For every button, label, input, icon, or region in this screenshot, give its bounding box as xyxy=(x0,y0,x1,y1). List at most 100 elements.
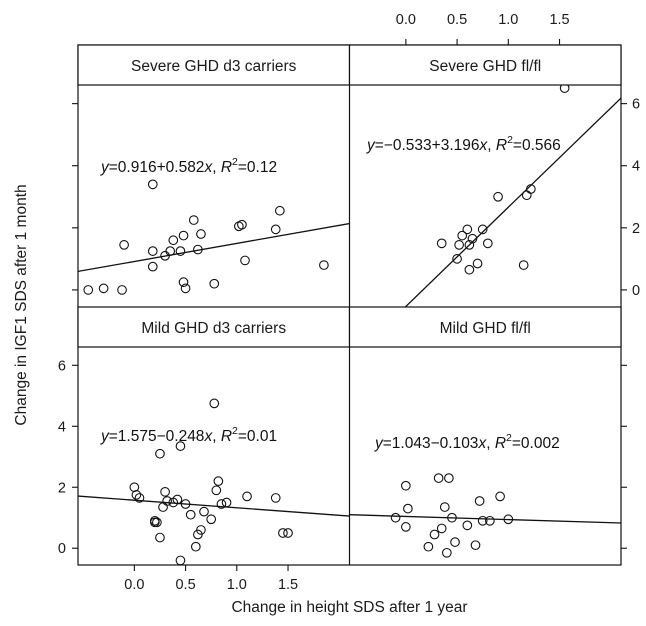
y-tick-label-right: 0 xyxy=(632,283,640,299)
x-tick-label-bottom: 1.0 xyxy=(227,577,247,593)
panel-marks-top-left xyxy=(78,179,350,295)
data-point xyxy=(464,264,475,275)
strip-label-mild-flfl: Mild GHD fl/fl xyxy=(440,320,531,337)
x-tick-label-bottom: 0.5 xyxy=(175,577,195,593)
data-point xyxy=(493,191,503,202)
data-point xyxy=(211,485,222,496)
data-point xyxy=(209,398,220,409)
data-point xyxy=(423,541,434,552)
strip-label-mild-d3: Mild GHD d3 carriers xyxy=(141,320,286,337)
data-point xyxy=(175,555,186,565)
x-tick-label-top: 1.0 xyxy=(498,12,518,28)
x-tick-label-top: 0.0 xyxy=(396,12,416,28)
data-point xyxy=(482,238,493,249)
data-point xyxy=(436,523,447,534)
data-point xyxy=(158,502,168,512)
data-point xyxy=(270,224,281,235)
data-point xyxy=(155,532,165,543)
data-point xyxy=(134,493,145,503)
data-point xyxy=(452,254,462,264)
equation-mild-d3: y=1.575−0.248x, R2=0.01 xyxy=(100,425,277,445)
data-point xyxy=(131,490,142,500)
data-point xyxy=(175,441,186,451)
data-point xyxy=(175,246,186,256)
data-point xyxy=(477,224,488,235)
data-point xyxy=(221,497,232,508)
panel-marks-bottom-right xyxy=(349,473,621,558)
strip-label-severe-flfl: Severe GHD fl/fl xyxy=(429,58,541,75)
data-point xyxy=(178,277,189,288)
data-point xyxy=(447,512,457,523)
regression-line xyxy=(404,97,621,307)
data-point xyxy=(83,285,94,295)
data-point xyxy=(188,215,199,225)
data-point xyxy=(477,515,488,526)
data-point xyxy=(196,525,206,535)
data-point xyxy=(172,494,183,505)
data-point xyxy=(240,255,250,266)
data-point xyxy=(270,493,281,503)
x-axis-title: Change in height SDS after 1 year xyxy=(231,599,467,616)
data-point xyxy=(436,238,447,249)
data-point xyxy=(390,512,401,523)
data-point xyxy=(160,486,170,497)
data-point xyxy=(180,283,191,294)
data-point xyxy=(472,258,483,269)
data-point xyxy=(319,260,329,270)
data-point xyxy=(178,230,189,241)
y-tick-label-left: 2 xyxy=(58,480,66,496)
data-point xyxy=(474,496,485,506)
y-axis-title: Change in IGF1 SDS after 1 month xyxy=(13,184,30,425)
data-point xyxy=(454,240,464,250)
panel-marks-top-right xyxy=(404,85,621,307)
data-point xyxy=(147,246,158,256)
panel-marks-bottom-left xyxy=(78,398,350,565)
data-point xyxy=(213,476,224,487)
data-point xyxy=(400,480,411,491)
data-point xyxy=(165,246,176,256)
y-tick-label-right: 4 xyxy=(632,159,640,175)
data-point xyxy=(117,285,127,295)
equation-mild-flfl: y=1.043−0.103x, R2=0.002 xyxy=(374,432,560,452)
data-point xyxy=(433,473,444,483)
strip-bottom-right xyxy=(348,306,622,348)
data-point xyxy=(403,503,413,514)
data-point xyxy=(467,233,478,244)
data-point xyxy=(155,448,165,459)
data-point xyxy=(485,515,495,526)
data-point xyxy=(216,499,227,509)
data-point xyxy=(185,509,196,520)
data-point xyxy=(193,244,203,255)
data-point xyxy=(495,491,505,502)
data-point xyxy=(429,529,440,540)
data-point xyxy=(521,190,532,201)
data-point xyxy=(439,502,450,512)
y-tick-label-right: 2 xyxy=(632,221,640,237)
data-point xyxy=(152,517,162,528)
equation-severe-d3: y=0.916+0.582x, R2=0.12 xyxy=(100,156,277,176)
equation-severe-flfl: y=−0.533+3.196x, R2=0.566 xyxy=(366,134,561,154)
y-tick-label-left: 0 xyxy=(58,541,66,557)
strip-top-right xyxy=(348,44,622,86)
data-point xyxy=(441,547,452,558)
data-point xyxy=(119,240,129,250)
data-point xyxy=(525,184,536,194)
regression-line xyxy=(78,495,350,517)
data-point xyxy=(209,278,220,289)
axis-ticks-layer: 0.0 0.0 0.5 0.5 1.0 1.0 1.5 1.5 0 0 2 2 4 4 6 6 xyxy=(58,12,640,593)
strip-top-left xyxy=(77,44,351,86)
data-point xyxy=(470,540,481,551)
data-point xyxy=(242,491,252,502)
y-tick-label-left: 6 xyxy=(58,358,66,374)
strip-bottom-left xyxy=(77,306,351,348)
data-point xyxy=(274,205,285,216)
data-point xyxy=(147,261,158,272)
data-point xyxy=(503,514,514,525)
x-tick-label-bottom: 0.0 xyxy=(124,577,144,593)
data-point xyxy=(190,541,201,552)
data-point xyxy=(206,514,217,525)
data-point xyxy=(559,85,570,93)
x-tick-label-top: 0.5 xyxy=(447,12,467,28)
data-point xyxy=(180,499,191,509)
strip-label-severe-d3: Severe GHD d3 carriers xyxy=(131,58,297,75)
